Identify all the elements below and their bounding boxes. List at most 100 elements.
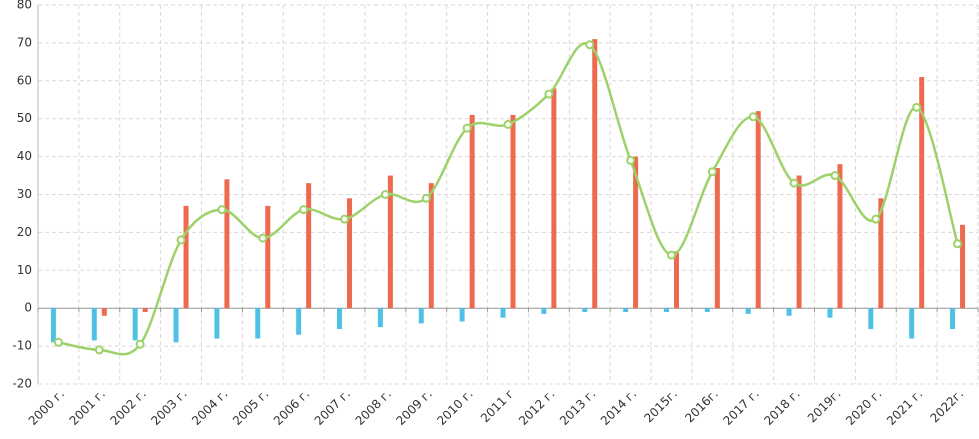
line-marker — [953, 239, 963, 249]
x-tick-label: 2013 г. — [557, 387, 598, 428]
line-marker — [585, 40, 595, 50]
line-marker — [544, 89, 554, 99]
bar — [418, 308, 424, 324]
bar — [265, 205, 271, 309]
line-marker — [912, 102, 922, 112]
x-tick-label: 2008 г. — [353, 387, 394, 428]
y-tick-label: 80 — [17, 0, 32, 12]
line-marker — [626, 155, 636, 165]
y-tick-label: 70 — [17, 35, 32, 49]
y-tick-label: -20 — [12, 377, 32, 391]
y-tick-label: 30 — [17, 187, 32, 201]
x-tick-label: 2018 г. — [761, 387, 802, 428]
bar — [50, 308, 56, 343]
bar — [960, 224, 966, 309]
y-tick-label: 50 — [17, 111, 32, 125]
bar — [91, 308, 97, 341]
bar — [755, 111, 761, 309]
line-marker — [789, 178, 799, 188]
line-marker — [94, 345, 104, 355]
line-marker — [176, 235, 186, 245]
y-tick-label: 60 — [17, 73, 32, 87]
bar — [868, 308, 874, 330]
bar — [714, 167, 720, 309]
bar — [306, 183, 312, 309]
x-tick-label: 2003 г. — [148, 387, 189, 428]
line-marker — [217, 205, 227, 215]
bar — [950, 308, 956, 330]
y-tick-label: 40 — [17, 149, 32, 163]
x-tick-label: 2012 г. — [516, 387, 557, 428]
line-marker — [299, 205, 309, 215]
bar — [214, 308, 220, 339]
bar — [377, 308, 383, 328]
bar — [337, 308, 343, 330]
bar — [173, 308, 179, 343]
bar — [255, 308, 261, 339]
bar — [827, 308, 833, 318]
bar — [909, 308, 915, 339]
line-marker — [380, 190, 390, 199]
x-tick-label: 2007 г. — [312, 387, 353, 428]
bar — [510, 114, 516, 309]
line-marker — [462, 123, 472, 133]
bar — [704, 308, 710, 312]
x-tick-label: 2014 г. — [598, 387, 639, 428]
bar — [582, 308, 588, 312]
line-marker — [421, 193, 431, 203]
bar — [296, 308, 302, 335]
x-tick-label: 2002 г. — [107, 387, 148, 428]
x-tick-label: 2000 г. — [26, 387, 67, 428]
bar — [623, 308, 629, 312]
y-tick-label: 20 — [17, 225, 32, 239]
bar — [541, 308, 547, 314]
y-tick-label: 10 — [17, 263, 32, 277]
line-marker — [258, 233, 268, 243]
x-tick-label: 2009 г. — [394, 387, 435, 428]
line-marker — [53, 337, 63, 347]
bar — [183, 205, 189, 309]
bar — [919, 77, 925, 309]
line-marker — [748, 112, 758, 122]
bar — [387, 175, 393, 309]
bar — [745, 308, 751, 314]
bar — [796, 175, 802, 309]
bar — [101, 308, 107, 316]
line — [58, 41, 959, 356]
bar — [469, 114, 475, 309]
y-tick-label: -10 — [12, 339, 32, 353]
bar — [132, 308, 138, 341]
bar — [878, 198, 884, 309]
bar — [673, 251, 679, 309]
x-tick-label: 2019г. — [805, 387, 844, 426]
x-tick-label: 2022г. — [928, 387, 967, 426]
bar — [142, 308, 148, 312]
x-tick-label: 2005 г. — [230, 387, 271, 428]
x-tick-label: 2015г. — [641, 387, 680, 426]
bar — [551, 88, 557, 309]
x-tick-label: 2004 г. — [189, 387, 230, 428]
line-marker — [707, 167, 717, 177]
bar — [459, 308, 465, 322]
x-tick-label: 2011 г — [478, 387, 517, 426]
bar — [428, 183, 434, 309]
x-tick-label: 2020 г. — [843, 387, 884, 428]
line-marker — [666, 250, 676, 260]
bar — [837, 164, 843, 309]
bar — [347, 198, 353, 309]
bar — [592, 39, 598, 309]
x-tick-label: 2001 г. — [67, 387, 108, 428]
x-tick-label: 2016г. — [682, 387, 721, 426]
line-marker — [830, 171, 840, 181]
x-tick-label: 2017 г. — [720, 387, 761, 428]
bar — [633, 156, 639, 309]
bar — [500, 308, 506, 318]
bar — [663, 308, 669, 312]
x-tick-label: 2006 г. — [271, 387, 312, 428]
line-marker — [340, 214, 350, 224]
line-marker — [503, 119, 513, 129]
bar — [224, 179, 230, 309]
line-marker — [135, 339, 145, 349]
bar — [786, 308, 792, 316]
